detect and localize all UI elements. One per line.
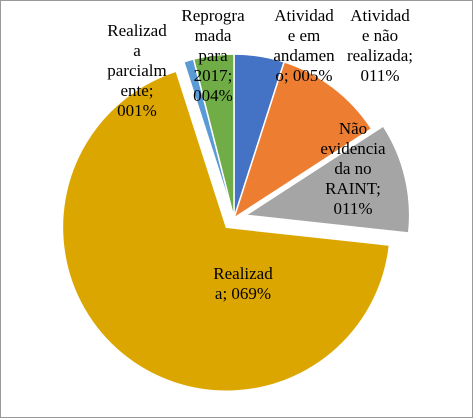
slice-label: Não: [339, 119, 367, 138]
slice-label: parcialm: [107, 61, 166, 80]
slice-label: para: [198, 46, 228, 65]
pie-slice: [232, 60, 373, 220]
slice-label: andamen: [273, 46, 335, 65]
slice-label: a; 069%: [215, 284, 271, 303]
slice-label: 001%: [117, 101, 157, 120]
slice-label: 2017;: [194, 66, 233, 85]
slice-label: a: [133, 41, 141, 60]
pie-slice: [192, 53, 235, 219]
slice-label: Atividad: [350, 6, 410, 25]
pie-slice: [61, 70, 391, 392]
slice-label: e em: [288, 26, 321, 45]
slice-label: e não: [362, 26, 398, 45]
slice-label: Realizad: [213, 264, 273, 283]
slice-label: 011%: [333, 199, 372, 218]
slice-label: Atividad: [274, 6, 334, 25]
slice-label: Realizad: [107, 21, 167, 40]
pie-slice: [243, 124, 411, 234]
slice-label: 004%: [193, 86, 233, 105]
slice-label: RAINT;: [325, 179, 381, 198]
slice-label: 011%: [360, 66, 399, 85]
slice-label: da no: [334, 159, 371, 178]
slice-label: realizada;: [347, 46, 413, 65]
slice-label: mada: [195, 26, 232, 45]
slice-label: o; 005%: [275, 66, 332, 85]
slice-label: evidencia: [320, 139, 386, 158]
slice-label: ente;: [120, 81, 153, 100]
slice-label: Reprogra: [181, 6, 245, 25]
